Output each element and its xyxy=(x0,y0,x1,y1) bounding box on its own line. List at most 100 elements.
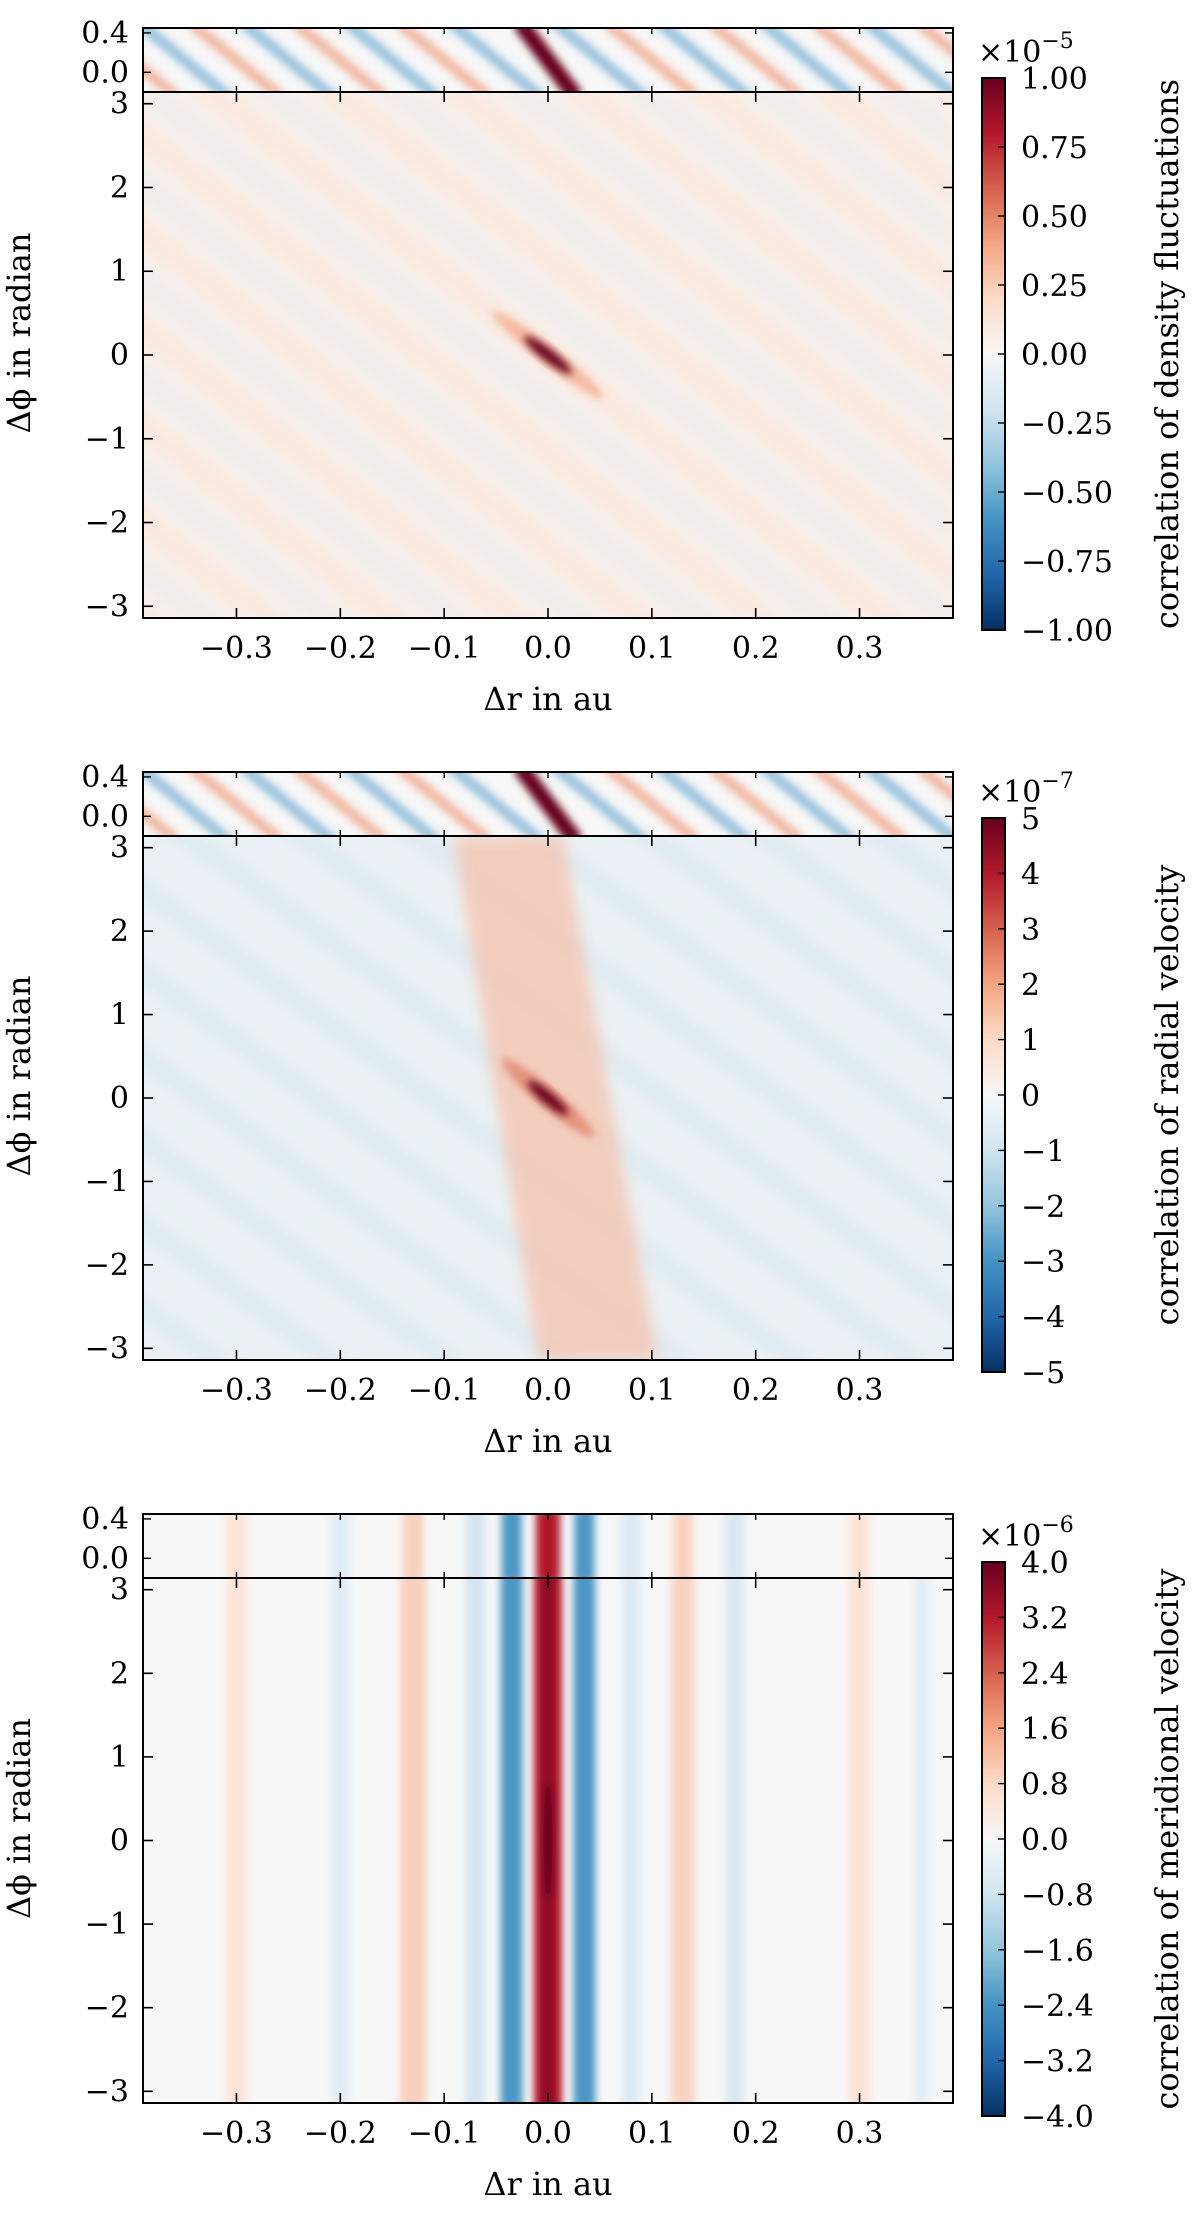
inset-band xyxy=(724,1514,745,1578)
inset-streak xyxy=(240,28,336,92)
inset-streak xyxy=(760,28,856,92)
x-axis-label: Δr in au xyxy=(483,680,612,718)
colorbar-multiplier: ×10−7 xyxy=(978,769,1074,810)
colorbar-tick-label: 2.4 xyxy=(1021,1657,1069,1692)
band xyxy=(622,1578,641,2103)
band xyxy=(725,1578,744,2103)
inset-y-tick-label: 0.0 xyxy=(81,1541,129,1576)
inset-band xyxy=(465,1514,486,1578)
inset-streak xyxy=(448,772,544,836)
colorbar-tick-label: −3 xyxy=(1021,1245,1065,1280)
inset-streak xyxy=(0,23,73,97)
inset-band xyxy=(849,1514,870,1578)
inset-central-band xyxy=(536,1514,560,1578)
colorbar-tick-label: −0.75 xyxy=(1021,545,1113,580)
inset-y-tick-label: 0.4 xyxy=(81,760,129,795)
inset-streak xyxy=(0,767,21,841)
x-tick-label: 0.0 xyxy=(524,2116,572,2151)
colorbar-tick-label: −4 xyxy=(1021,1301,1065,1336)
streak xyxy=(512,836,953,1154)
x-tick-label: 0.1 xyxy=(628,2116,676,2151)
band xyxy=(465,1578,486,2103)
y-tick-label: −1 xyxy=(85,1164,129,1199)
y-tick-label: 0 xyxy=(110,1824,129,1859)
colorbar-tick-label: 1.6 xyxy=(1021,1712,1069,1747)
band xyxy=(331,1578,350,2103)
central-peak xyxy=(527,1080,569,1116)
colorbar-tick-label: −0.8 xyxy=(1021,1878,1094,1913)
inset-streak xyxy=(760,772,856,836)
streak xyxy=(143,312,536,618)
x-axis-label: Δr in au xyxy=(483,2165,612,2203)
colorbar-tick-label: −4.0 xyxy=(1021,2100,1094,2135)
colorbar-tick-label: −1.6 xyxy=(1021,1934,1094,1969)
inset-streak xyxy=(552,772,648,836)
colorbar-multiplier: ×10−6 xyxy=(978,1513,1074,1554)
x-tick-label: 0.3 xyxy=(836,631,884,666)
inset-band xyxy=(673,1514,693,1578)
colorbar-tick-label: −2 xyxy=(1021,1190,1065,1225)
inset-streak xyxy=(916,28,953,59)
inset-streak xyxy=(396,28,492,92)
x-tick-label: −0.2 xyxy=(304,2116,377,2151)
colorbar-multiplier-base: ×10 xyxy=(978,1519,1041,1554)
inset-streak xyxy=(864,772,953,836)
inset-y-tick-label: 0.0 xyxy=(81,55,129,90)
y-tick-label: −2 xyxy=(85,1991,129,2026)
x-tick-label: 0.1 xyxy=(628,1373,676,1408)
inset-streak xyxy=(143,61,180,92)
colorbar-tick-label: 1.00 xyxy=(1021,62,1088,97)
central-peak xyxy=(541,1780,555,1901)
colorbar-gradient xyxy=(982,1562,1005,2116)
y-tick-label: 0 xyxy=(110,1081,129,1116)
colorbar-tick-label: 4.0 xyxy=(1021,1546,1069,1581)
colorbar-multiplier-exponent: −7 xyxy=(1041,769,1073,794)
inset-streak xyxy=(143,805,180,836)
x-tick-label: −0.3 xyxy=(200,2116,273,2151)
density-correlation-panel: −0.3 −0.2 −0.1 0.0 0.1 0.2 0.3 −3 −2 −1 0 1 2 3 0.4 0.0… xyxy=(0,16,1186,718)
inset-streak xyxy=(1075,767,1165,841)
inset-streak xyxy=(143,772,232,836)
inset-streak xyxy=(292,772,388,836)
streak xyxy=(338,836,953,1280)
y-tick-label: −3 xyxy=(85,1331,129,1366)
inset-band xyxy=(226,1514,247,1578)
inset-heatmap xyxy=(143,1514,953,1578)
streak xyxy=(143,958,700,1360)
main-heatmap xyxy=(143,1578,953,2103)
inset-streaks xyxy=(0,23,953,97)
inset-streak xyxy=(604,28,700,92)
colorbar-multiplier-base: ×10 xyxy=(978,35,1041,70)
y-tick-label: −3 xyxy=(85,2074,129,2109)
colorbar-tick-label: 0.75 xyxy=(1021,131,1088,166)
y-tick-label: 1 xyxy=(110,1740,129,1775)
y-tick-label: −2 xyxy=(85,506,129,541)
y-tick-label: 1 xyxy=(110,998,129,1033)
colorbar-tick-label: 0.50 xyxy=(1021,200,1088,235)
band xyxy=(848,1578,871,2103)
inset-heatmap xyxy=(0,767,1165,841)
vertical-bands xyxy=(226,1578,930,2103)
inset-streak xyxy=(396,772,492,836)
inset-streak xyxy=(448,28,544,92)
inset-central-streak xyxy=(513,772,583,836)
x-tick-label: −0.2 xyxy=(304,631,377,666)
radial-velocity-correlation-panel: −0.3 −0.2 −0.1 0.0 0.1 0.2 0.3 −3 −2 −1 0 1 2 3 0.4 0.0… xyxy=(0,760,1186,1460)
x-tick-label: −0.3 xyxy=(200,631,273,666)
colorbar-label: correlation of density fluctuations xyxy=(1148,79,1186,629)
colorbar-multiplier-exponent: −6 xyxy=(1041,1513,1073,1538)
streak xyxy=(143,119,784,618)
x-tick-label: 0.0 xyxy=(524,1373,572,1408)
colorbar-tick-label: −3.2 xyxy=(1021,2045,1094,2080)
streak xyxy=(280,836,953,1322)
y-tick-label: 2 xyxy=(110,170,129,205)
inset-bands xyxy=(226,1514,870,1578)
colorbar-tick-label: 5 xyxy=(1021,802,1040,837)
band xyxy=(400,1578,426,2103)
inset-streak xyxy=(656,772,752,836)
colorbar-multiplier: ×10−5 xyxy=(978,29,1074,70)
colorbar-tick-label: −0.25 xyxy=(1021,407,1113,442)
inset-streak xyxy=(188,772,284,836)
y-tick-label: 3 xyxy=(110,1573,129,1608)
